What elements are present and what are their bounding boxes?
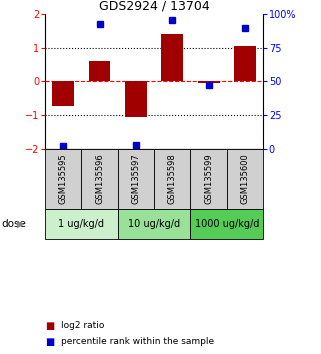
Text: GSM135598: GSM135598 — [168, 153, 177, 204]
Bar — [161, 34, 183, 81]
Bar — [234, 46, 256, 81]
Bar — [45, 209, 118, 239]
Bar — [190, 209, 263, 239]
Bar — [118, 209, 190, 239]
Text: dose: dose — [2, 219, 26, 229]
Bar — [198, 81, 220, 83]
Text: log2 ratio: log2 ratio — [61, 321, 104, 330]
Text: GSM135597: GSM135597 — [131, 153, 140, 204]
Bar — [118, 149, 154, 209]
Text: 1000 ug/kg/d: 1000 ug/kg/d — [195, 219, 259, 229]
Text: GSM135600: GSM135600 — [240, 153, 249, 204]
Bar — [89, 61, 110, 81]
Bar — [81, 149, 118, 209]
Bar — [227, 149, 263, 209]
Bar — [190, 149, 227, 209]
Text: percentile rank within the sample: percentile rank within the sample — [61, 337, 214, 346]
Bar — [52, 81, 74, 105]
Text: ■: ■ — [45, 321, 54, 331]
Bar — [125, 81, 147, 117]
Bar — [154, 149, 190, 209]
Text: GSM135596: GSM135596 — [95, 153, 104, 204]
Text: ■: ■ — [45, 337, 54, 347]
Text: GSM135595: GSM135595 — [59, 153, 68, 204]
Bar — [45, 149, 81, 209]
Title: GDS2924 / 13704: GDS2924 / 13704 — [99, 0, 210, 13]
Text: 1 ug/kg/d: 1 ug/kg/d — [58, 219, 104, 229]
Text: 10 ug/kg/d: 10 ug/kg/d — [128, 219, 180, 229]
Text: GSM135599: GSM135599 — [204, 153, 213, 204]
Text: ▶: ▶ — [17, 219, 25, 229]
